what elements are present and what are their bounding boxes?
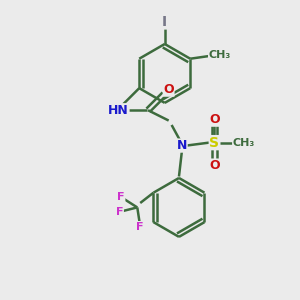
Text: HN: HN bbox=[108, 104, 129, 117]
Text: CH₃: CH₃ bbox=[208, 50, 231, 60]
Text: S: S bbox=[209, 136, 219, 150]
Text: N: N bbox=[177, 139, 187, 152]
Text: O: O bbox=[209, 113, 220, 126]
Text: O: O bbox=[164, 83, 174, 96]
Text: I: I bbox=[162, 15, 167, 29]
Text: F: F bbox=[136, 222, 144, 232]
Text: O: O bbox=[209, 159, 220, 172]
Text: F: F bbox=[116, 207, 123, 217]
Text: CH₃: CH₃ bbox=[232, 138, 255, 148]
Text: F: F bbox=[117, 192, 125, 202]
